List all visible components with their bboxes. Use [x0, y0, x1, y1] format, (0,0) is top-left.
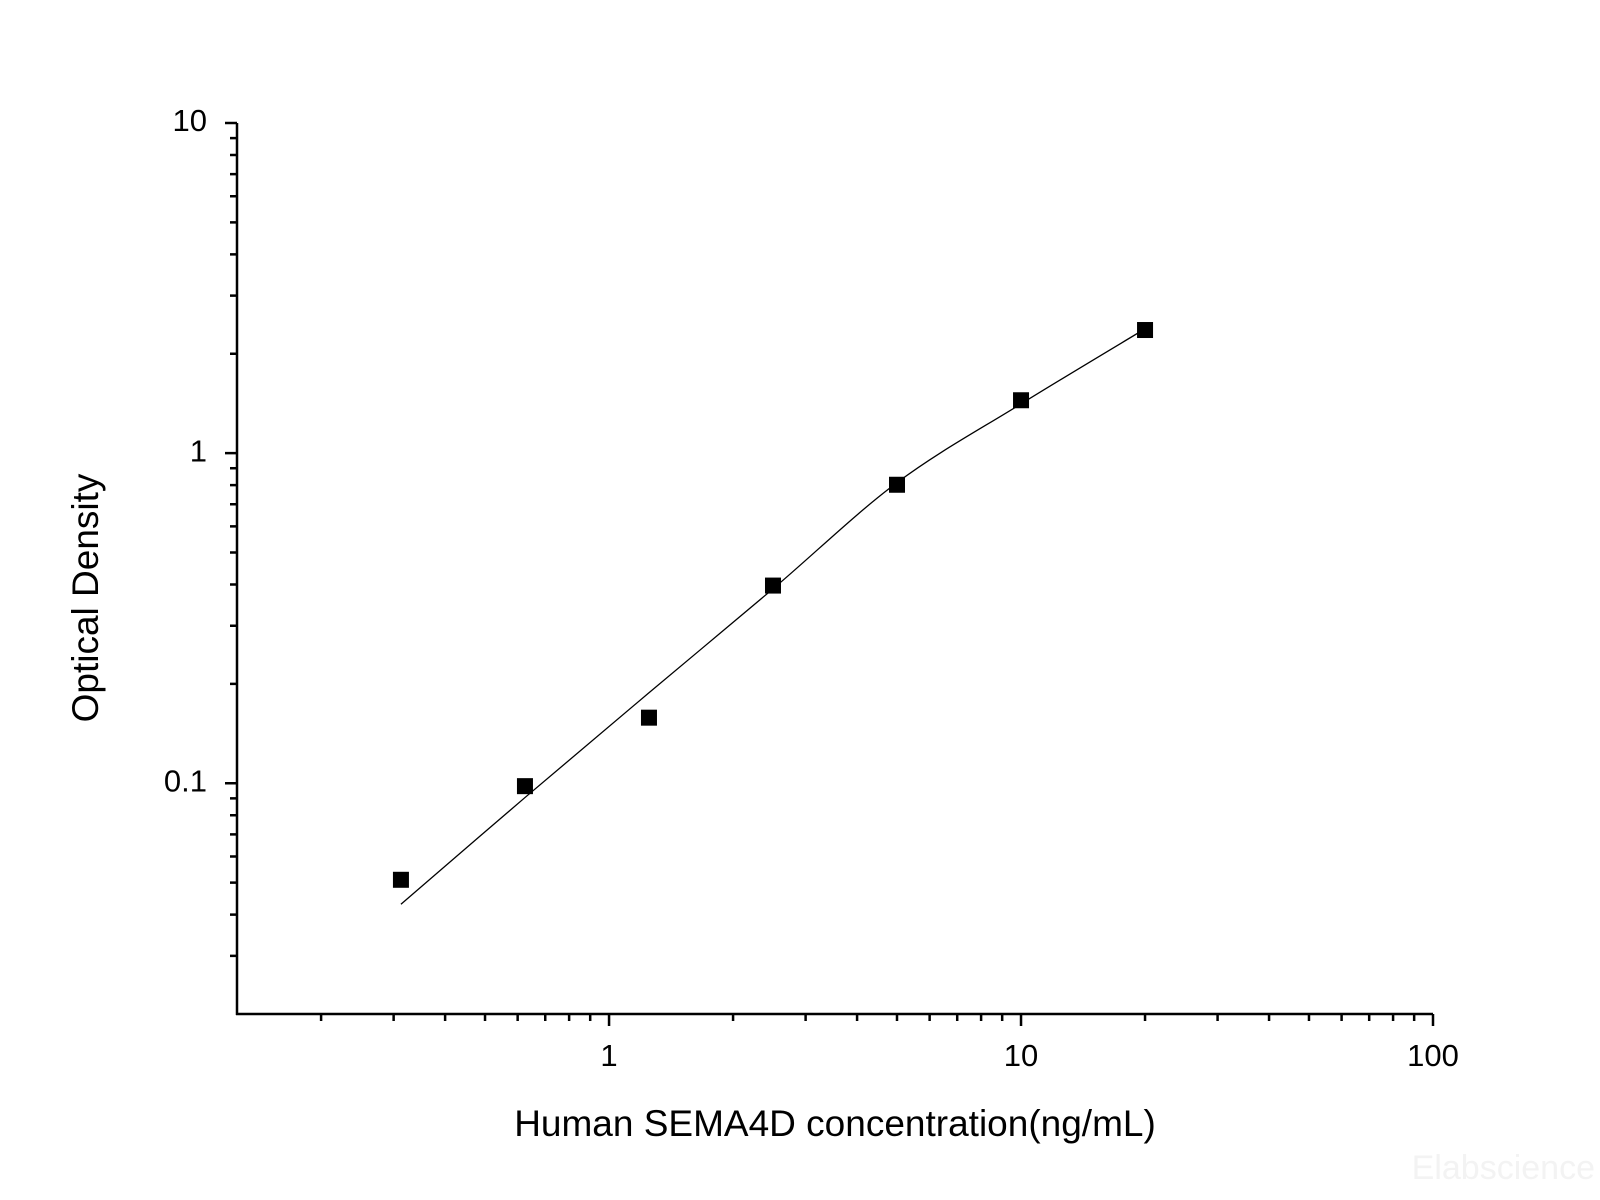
data-point: [392, 871, 409, 888]
fit-curve: [400, 328, 1146, 905]
data-point: [889, 476, 906, 493]
x-axis-label: Human SEMA4D concentration(ng/mL): [514, 1103, 1156, 1144]
data-point: [516, 778, 533, 795]
x-tick-label: 10: [1004, 1038, 1038, 1073]
data-point: [1013, 392, 1030, 409]
data-point: [640, 709, 657, 726]
x-tick-label: 100: [1407, 1038, 1459, 1073]
data-point: [1137, 322, 1154, 339]
y-axis-label: Optical Density: [65, 473, 106, 722]
y-tick-label: 10: [173, 103, 207, 138]
watermark: Elabscience: [1412, 1149, 1595, 1187]
x-tick-label: 1: [600, 1038, 617, 1073]
y-tick-label: 0.1: [164, 763, 207, 798]
y-tick-label: 1: [190, 433, 207, 468]
data-point: [764, 577, 781, 594]
